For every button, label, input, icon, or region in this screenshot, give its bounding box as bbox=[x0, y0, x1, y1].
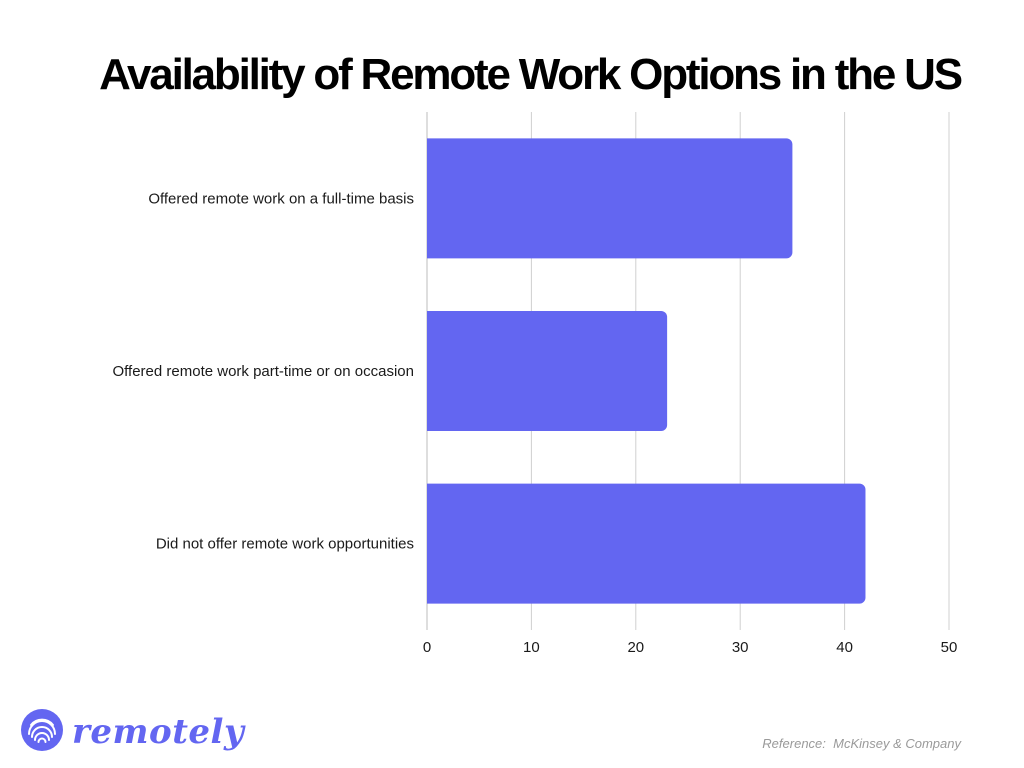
bar bbox=[427, 311, 668, 431]
bar bbox=[427, 138, 793, 259]
bars bbox=[427, 138, 866, 604]
logo-wordmark: remotely bbox=[72, 712, 245, 752]
category-label: Offered remote work part-time or on occa… bbox=[112, 363, 414, 380]
x-tick-label: 0 bbox=[423, 639, 431, 656]
x-axis-tick-labels: 0 10 20 30 40 50 bbox=[423, 639, 958, 656]
x-tick-label: 40 bbox=[836, 639, 853, 656]
reference-note: Reference: McKinsey & Company bbox=[762, 736, 961, 751]
category-labels: Offered remote work on a full-time basis… bbox=[112, 190, 414, 552]
bar bbox=[427, 483, 866, 604]
x-tick-label: 20 bbox=[627, 639, 644, 656]
category-label: Offered remote work on a full-time basis bbox=[148, 190, 414, 207]
fingerprint-icon bbox=[20, 708, 64, 757]
remotely-logo: remotely bbox=[20, 708, 244, 756]
category-label: Did not offer remote work opportunities bbox=[156, 536, 414, 553]
x-tick-label: 30 bbox=[732, 639, 749, 656]
x-tick-label: 50 bbox=[941, 639, 958, 656]
x-tick-label: 10 bbox=[523, 639, 540, 656]
chart-title: Availability of Remote Work Options in t… bbox=[99, 50, 963, 99]
